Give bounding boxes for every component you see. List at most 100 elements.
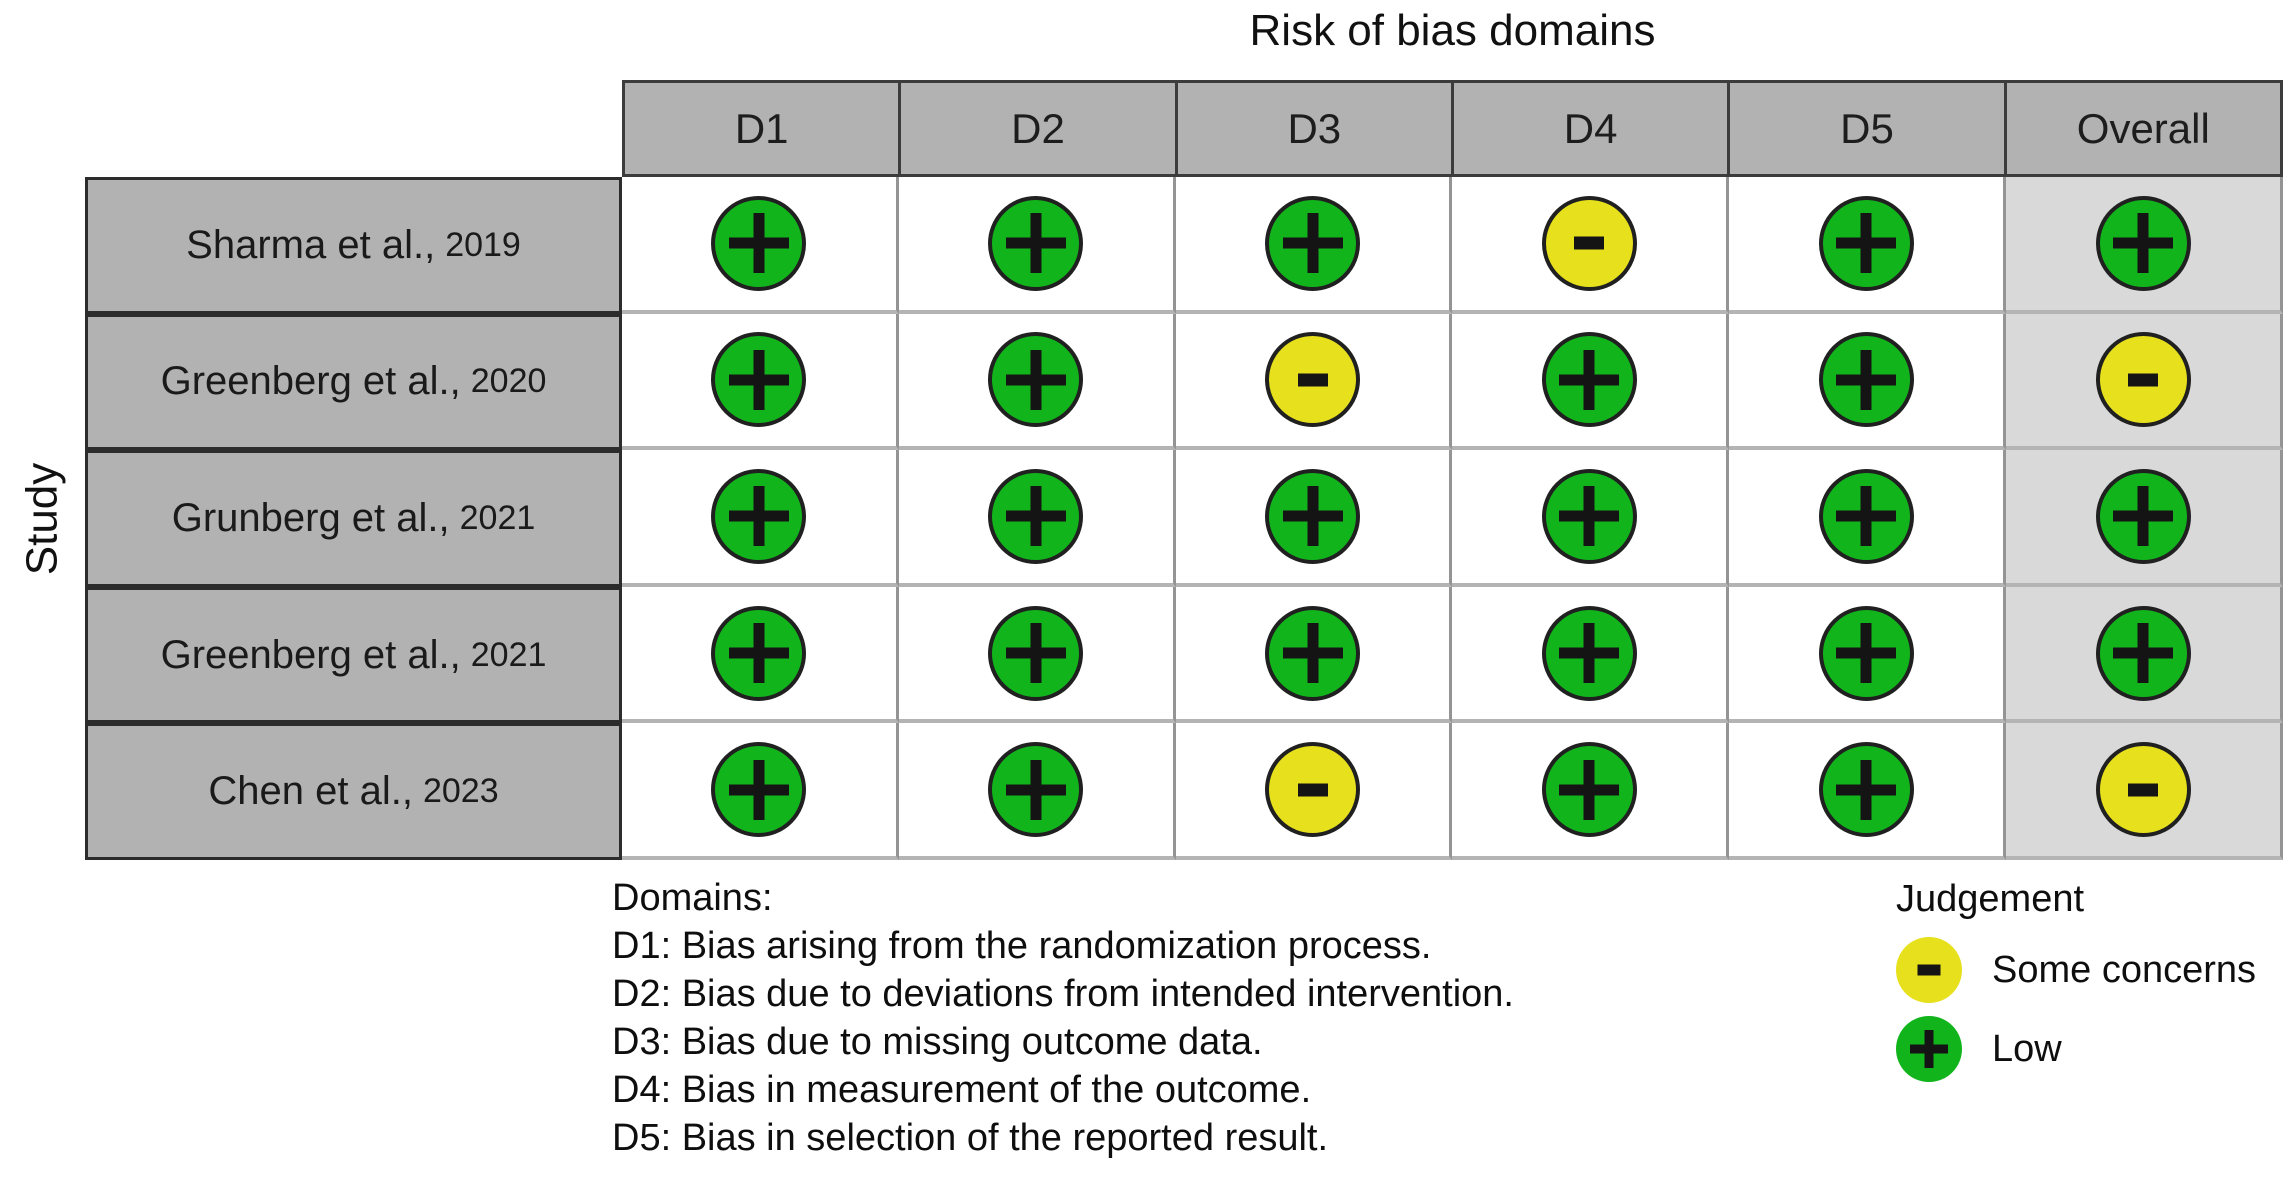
study-label: Greenberg et al., 2021: [85, 586, 622, 724]
plus-icon: [715, 610, 802, 697]
table-row: Grunberg et al., 2021: [85, 450, 2283, 587]
plus-icon: [1546, 473, 1633, 560]
low-risk-icon: [711, 332, 807, 428]
domain-definition: D5: Bias in selection of the reported re…: [612, 1117, 1329, 1159]
plus-icon: [1546, 746, 1633, 833]
table-row: Chen et al., 2023: [85, 723, 2283, 860]
judgement-cell: [1175, 586, 1453, 724]
domain-definition: D2: Bias due to deviations from intended…: [612, 973, 1514, 1015]
legend-item-low: Low: [1896, 1016, 2256, 1082]
low-risk-icon: [1896, 1016, 1962, 1082]
plus-icon: [992, 746, 1079, 833]
column-header-d4: D4: [1450, 80, 1731, 177]
domains-legend: Domains: D1: Bias arising from the rando…: [612, 874, 1514, 1162]
plus-icon: [1896, 1016, 1962, 1082]
judgement-cell: [1175, 723, 1453, 860]
low-risk-icon: [1265, 468, 1361, 564]
low-risk-icon: [1818, 742, 1914, 838]
low-risk-icon: [711, 468, 807, 564]
low-risk-icon: [1265, 605, 1361, 701]
judgement-cell: [898, 313, 1176, 451]
judgement-cell: [622, 723, 899, 860]
plus-icon: [715, 336, 802, 423]
judgement-cell: [898, 586, 1176, 724]
judgement-cell: [1452, 313, 1730, 451]
judgement-cell: [1452, 450, 1730, 587]
table-row: Sharma et al., 2019: [85, 177, 2283, 314]
study-name: Chen et al.,: [208, 769, 413, 814]
low-risk-icon: [1265, 195, 1361, 291]
domain-definition: D4: Bias in measurement of the outcome.: [612, 1069, 1312, 1111]
study-label: Sharma et al., 2019: [85, 177, 622, 314]
plus-icon: [1823, 610, 1910, 697]
plus-icon: [1546, 610, 1633, 697]
some-concerns-icon: [1541, 195, 1637, 291]
study-name: Greenberg et al.,: [160, 359, 461, 404]
legend-item-label: Some concerns: [1992, 948, 2257, 991]
plus-icon: [715, 200, 802, 287]
study-name: Sharma et al.,: [186, 222, 436, 267]
minus-icon: [1269, 746, 1356, 833]
judgement-legend-title: Judgement: [1896, 878, 2085, 920]
low-risk-icon: [1818, 468, 1914, 564]
judgement-cell: [2006, 586, 2283, 724]
low-risk-icon: [1818, 195, 1914, 291]
figure-title: Risk of bias domains: [1249, 6, 1656, 55]
study-year: 2021: [459, 498, 536, 537]
judgement-cell: [1452, 586, 1730, 724]
low-risk-icon: [1541, 332, 1637, 428]
low-risk-icon: [988, 195, 1084, 291]
judgement-cell: [1729, 723, 2007, 860]
low-risk-icon: [711, 742, 807, 838]
judgement-cell: [2006, 723, 2283, 860]
low-risk-icon: [1541, 468, 1637, 564]
plus-icon: [2100, 200, 2187, 287]
study-axis: Study: [4, 177, 80, 860]
study-name: Grunberg et al.,: [171, 495, 450, 540]
minus-icon: [2100, 746, 2187, 833]
low-risk-icon: [1541, 742, 1637, 838]
column-header-d2: D2: [898, 80, 1178, 177]
judgement-cell: [1452, 723, 1730, 860]
judgement-cell: [1452, 177, 1730, 314]
judgement-cell: [898, 450, 1176, 587]
domains-legend-heading: Domains:: [612, 877, 773, 919]
judgement-cell: [2006, 177, 2283, 314]
legend-item-some: Some concerns: [1896, 937, 2256, 1003]
study-label: Greenberg et al., 2020: [85, 313, 622, 451]
low-risk-icon: [988, 742, 1084, 838]
some-concerns-icon: [1265, 742, 1361, 838]
study-name: Greenberg et al.,: [160, 632, 461, 677]
judgement-cell: [2006, 313, 2283, 451]
judgement-cell: [1729, 313, 2007, 451]
low-risk-icon: [2095, 605, 2191, 701]
study-year: 2023: [422, 772, 499, 811]
low-risk-icon: [988, 468, 1084, 564]
plus-icon: [1823, 336, 1910, 423]
study-year: 2021: [470, 635, 547, 674]
judgement-legend-items: Some concerns Low: [1896, 937, 2256, 1082]
judgement-cell: [1729, 450, 2007, 587]
some-concerns-icon: [1265, 332, 1361, 428]
some-concerns-icon: [1896, 937, 1962, 1003]
judgement-cell: [1175, 177, 1453, 314]
low-risk-icon: [1818, 332, 1914, 428]
low-risk-icon: [1541, 605, 1637, 701]
study-year: 2019: [445, 225, 521, 264]
low-risk-icon: [1818, 605, 1914, 701]
plus-icon: [2100, 610, 2187, 697]
plus-icon: [1269, 473, 1356, 560]
low-risk-icon: [988, 605, 1084, 701]
low-risk-icon: [711, 605, 807, 701]
plus-icon: [1269, 610, 1356, 697]
plus-icon: [715, 746, 802, 833]
low-risk-icon: [2095, 195, 2191, 291]
some-concerns-icon: [2095, 742, 2191, 838]
plus-icon: [2100, 473, 2187, 560]
judgement-cell: [622, 450, 899, 587]
judgement-cell: [622, 177, 899, 314]
plus-icon: [1269, 200, 1356, 287]
plus-icon: [992, 473, 1079, 560]
judgement-cell: [622, 586, 899, 724]
